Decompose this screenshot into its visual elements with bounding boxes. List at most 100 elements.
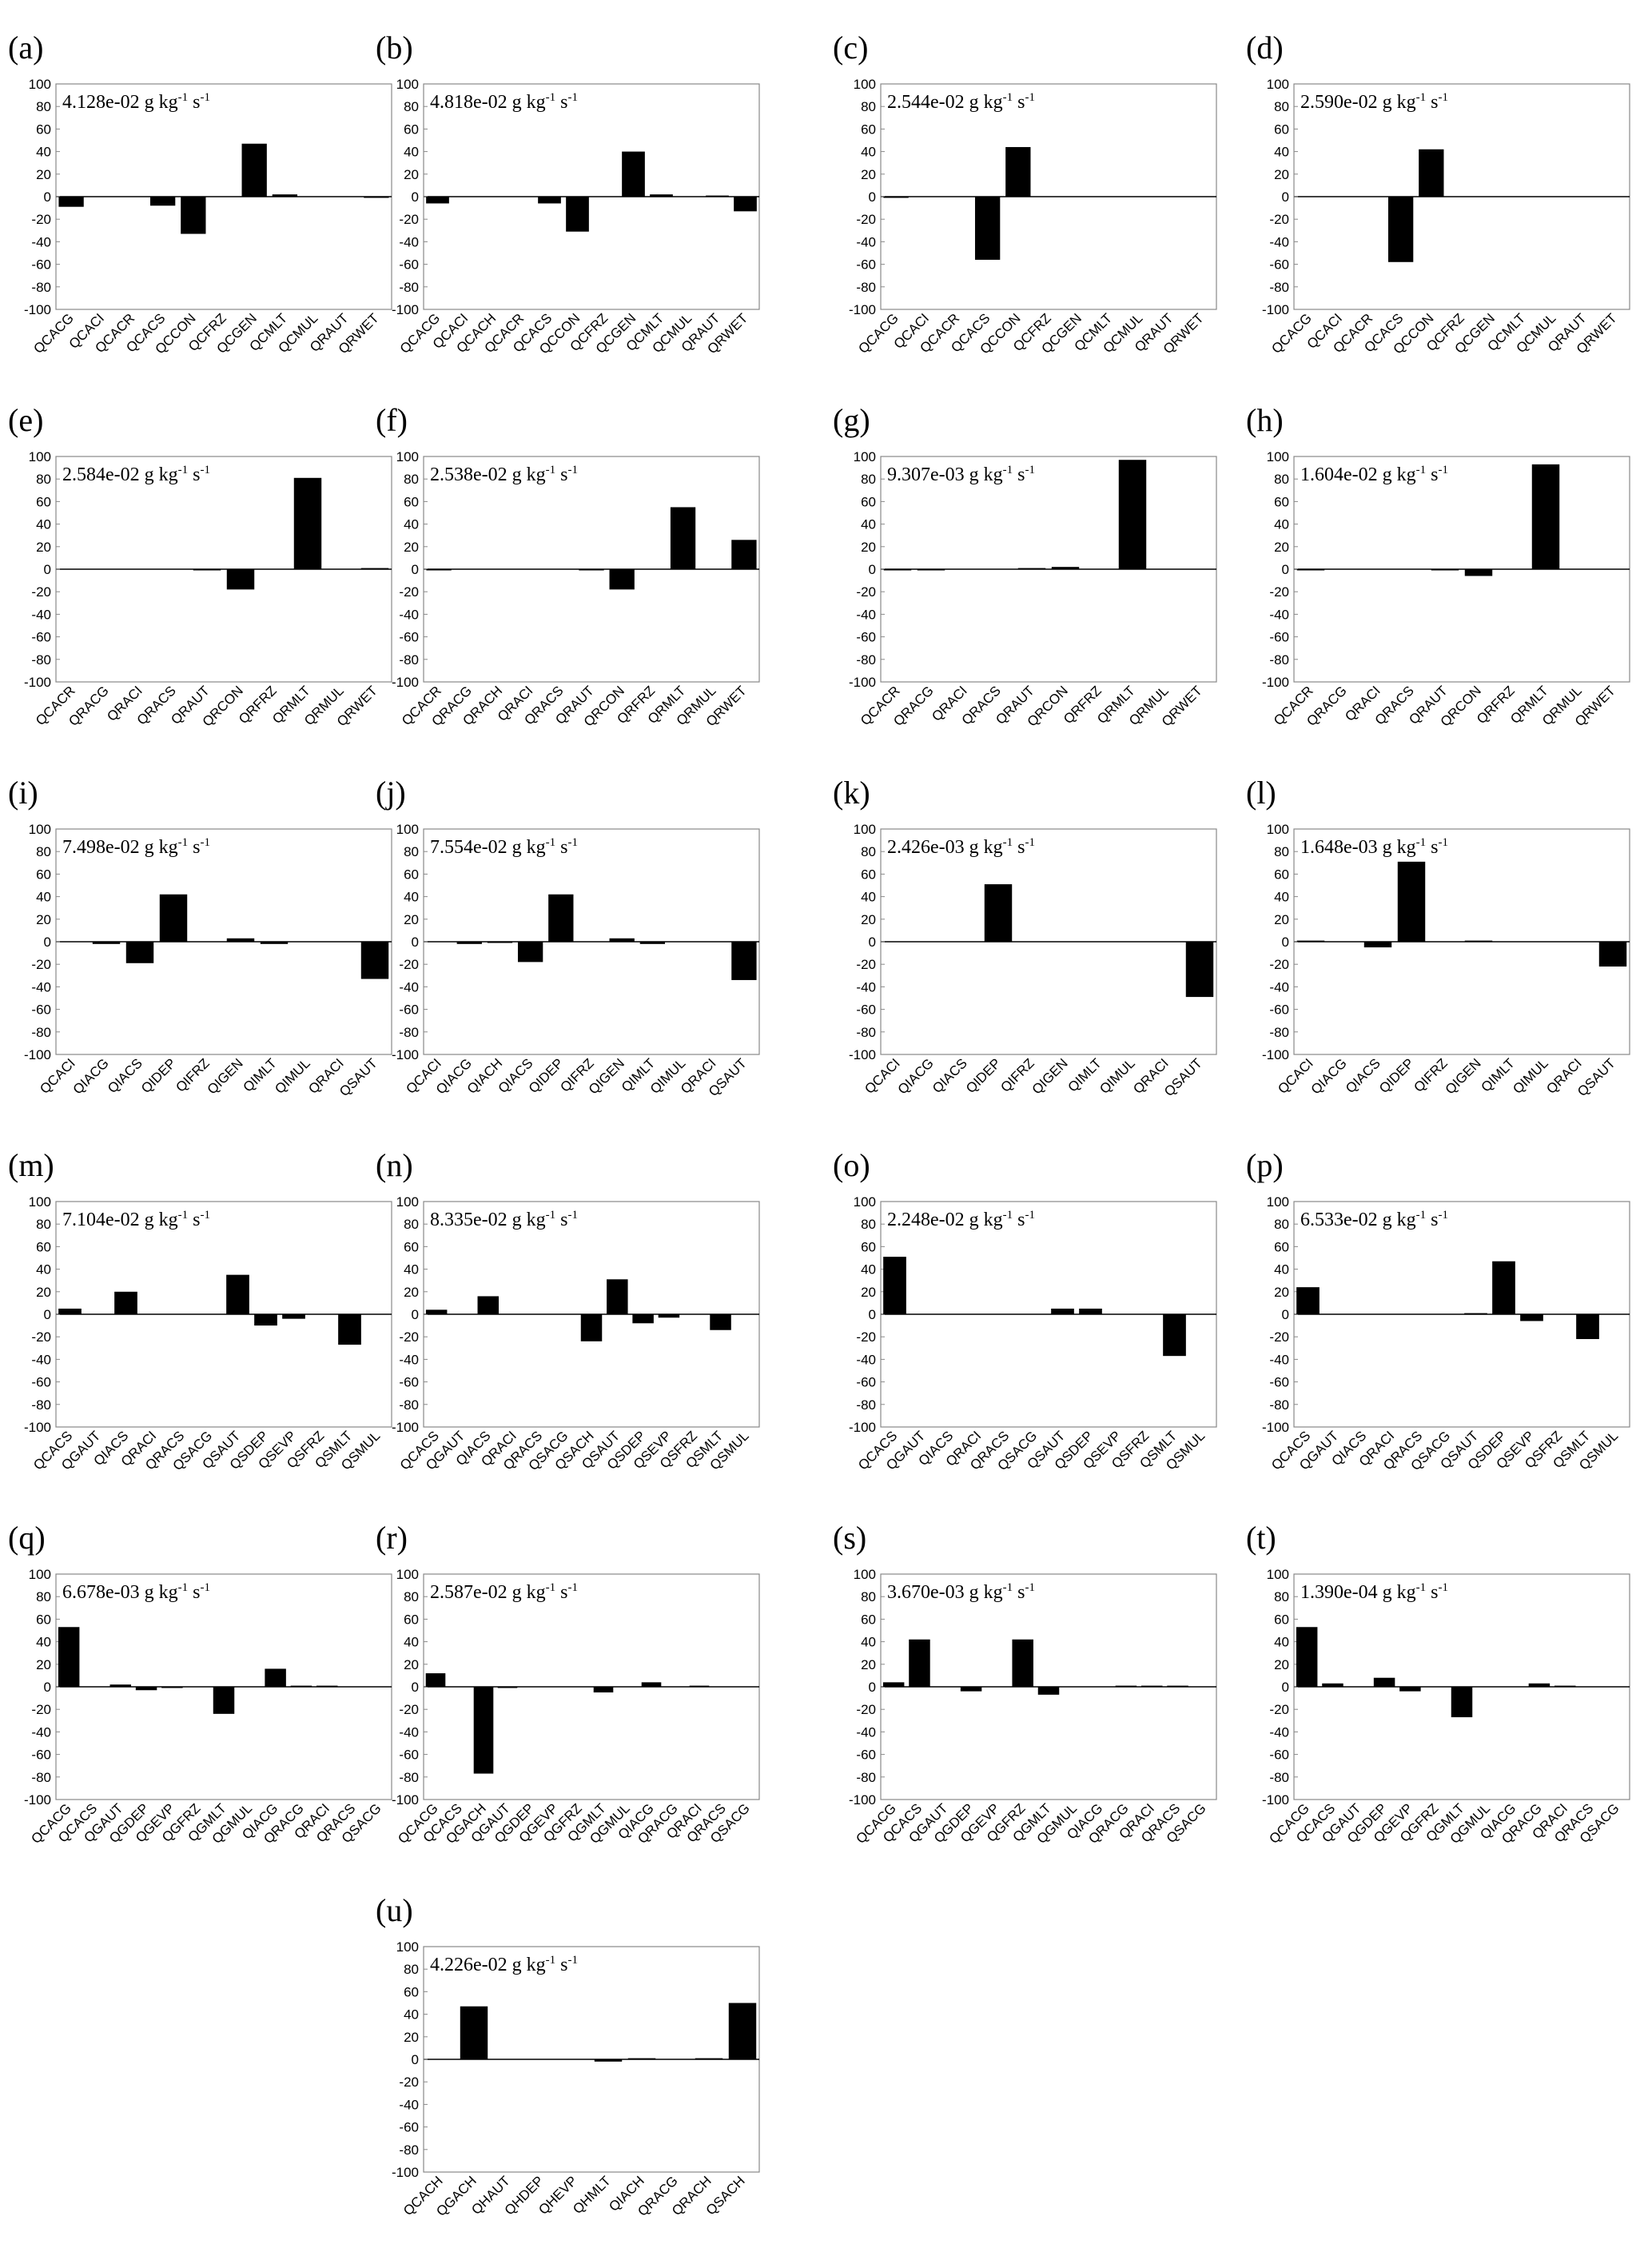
category-label: QIDEP: [963, 1055, 1004, 1096]
y-tick-label: -40: [399, 607, 419, 622]
y-tick-label: 40: [1274, 517, 1289, 532]
bar: [984, 884, 1013, 942]
rate-unit-s: s: [555, 1210, 567, 1230]
rate-annotation: 6.678e-03 g kg-1 s-1: [62, 1581, 210, 1603]
rate-unit-s: s: [1013, 1582, 1025, 1603]
y-tick-label: 80: [404, 1962, 419, 1977]
bar: [1431, 569, 1459, 571]
y-tick-label: -100: [392, 1047, 419, 1062]
rate-unit-exponent: -1: [1439, 836, 1449, 849]
y-tick-label: 0: [1282, 189, 1289, 205]
y-tick-label: -80: [1269, 1397, 1289, 1413]
y-tick-label: 0: [412, 189, 419, 205]
y-tick-label: 60: [861, 122, 876, 137]
rate-unit-exponent: -1: [1003, 91, 1013, 104]
y-tick-label: -20: [1269, 1329, 1289, 1345]
rate-unit-exponent: -1: [178, 464, 189, 476]
chart-panel: (h) -100 -80 -60 -40 -20 0 20 40 60 80 100 1.604e-02…: [1246, 402, 1630, 730]
y-tick-label: 40: [404, 517, 419, 532]
bar: [426, 569, 452, 571]
panel-label: (j): [376, 775, 406, 811]
y-tick-label: -60: [1269, 1002, 1289, 1018]
y-tick-label: 20: [861, 1285, 876, 1300]
y-tick-label: 0: [869, 1307, 876, 1322]
y-tick-label: -20: [31, 1329, 51, 1345]
bar: [1051, 1308, 1074, 1314]
chart-panel: (b) -100 -80 -60 -40 -20 0 20 40 60 80 100 4.818e-02…: [376, 30, 760, 357]
rate-unit-s: s: [555, 92, 567, 113]
y-tick-label: 80: [1274, 472, 1289, 487]
y-tick-label: -40: [399, 1352, 419, 1367]
y-tick-label: 0: [412, 935, 419, 950]
y-tick-label: -40: [31, 979, 51, 994]
y-tick-label: 40: [36, 1262, 51, 1277]
bar: [917, 569, 945, 571]
y-tick-label: 60: [36, 494, 51, 509]
y-tick-label: -40: [31, 234, 51, 249]
y-tick-label: 0: [412, 562, 419, 577]
rate-value: 2.538e-02 g kg: [430, 464, 546, 485]
y-tick-label: -60: [31, 1375, 51, 1390]
bar: [622, 151, 645, 197]
y-tick-label: -100: [392, 302, 419, 317]
bar: [1296, 1627, 1318, 1687]
chart-panel: (f) -100 -80 -60 -40 -20 0 20 40 60 80 100 2.538e-02…: [376, 402, 760, 730]
panel-label: (l): [1246, 775, 1276, 811]
y-tick-label: 40: [36, 890, 51, 905]
y-tick-label: -80: [1269, 280, 1289, 295]
y-tick-label: 80: [36, 472, 51, 487]
y-tick-label: -100: [849, 1047, 876, 1062]
category-label: QSAUT: [1574, 1055, 1618, 1099]
category-label: QIACH: [464, 1055, 506, 1097]
y-tick-label: -40: [1269, 607, 1289, 622]
y-tick-label: 0: [869, 1680, 876, 1695]
y-tick-label: 100: [396, 822, 419, 837]
rate-unit-exponent: -1: [1416, 836, 1427, 849]
bar: [639, 942, 666, 944]
bar: [1576, 1314, 1599, 1340]
category-label: QCACG: [1268, 310, 1315, 357]
rate-value: 6.533e-02 g kg: [1300, 1210, 1416, 1230]
bar: [58, 1308, 82, 1314]
bar: [241, 143, 267, 197]
y-tick-label: -60: [856, 630, 876, 645]
y-tick-label: -80: [856, 1770, 876, 1785]
rate-annotation: 6.533e-02 g kg-1 s-1: [1300, 1209, 1448, 1230]
rate-unit-s: s: [1426, 92, 1438, 113]
rate-unit-s: s: [1013, 1210, 1025, 1230]
bar: [609, 569, 635, 590]
bar: [632, 1314, 654, 1324]
rate-annotation: 2.544e-02 g kg-1 s-1: [887, 91, 1035, 113]
chart-panel: (p) -100 -80 -60 -40 -20 0 20 40 60 80 100 6.533e-02…: [1246, 1147, 1630, 1473]
panel-label: (d): [1246, 30, 1284, 66]
panel-label: (t): [1246, 1520, 1276, 1556]
rate-unit-exponent: -1: [546, 836, 556, 849]
y-tick-label: 20: [1274, 1657, 1289, 1672]
rate-unit-s: s: [555, 1955, 567, 1975]
y-tick-label: -100: [24, 1792, 51, 1808]
y-tick-label: -60: [399, 2120, 419, 2135]
bar: [1464, 940, 1493, 943]
y-tick-label: -60: [399, 1002, 419, 1018]
bar: [734, 197, 757, 212]
y-tick-label: 80: [404, 1589, 419, 1604]
y-tick-label: 0: [44, 562, 51, 577]
y-tick-label: 80: [861, 1589, 876, 1604]
rate-unit-exponent: -1: [201, 1209, 211, 1222]
rate-value: 2.584e-02 g kg: [62, 464, 178, 485]
y-tick-label: -60: [399, 1748, 419, 1763]
y-tick-label: 40: [404, 2007, 419, 2023]
panel-label: (e): [8, 402, 43, 438]
rate-unit-s: s: [555, 837, 567, 858]
y-tick-label: -20: [399, 1702, 419, 1717]
y-tick-label: 100: [1267, 1567, 1289, 1582]
y-tick-label: 20: [36, 167, 51, 182]
rate-value: 2.590e-02 g kg: [1300, 92, 1416, 113]
rate-value: 7.554e-02 g kg: [430, 837, 546, 858]
y-tick-label: -40: [399, 2097, 419, 2112]
y-tick-label: 80: [404, 472, 419, 487]
y-tick-label: 20: [861, 1657, 876, 1672]
rate-unit-exponent: -1: [178, 1209, 189, 1222]
bar: [960, 1687, 982, 1692]
bar: [213, 1687, 235, 1714]
